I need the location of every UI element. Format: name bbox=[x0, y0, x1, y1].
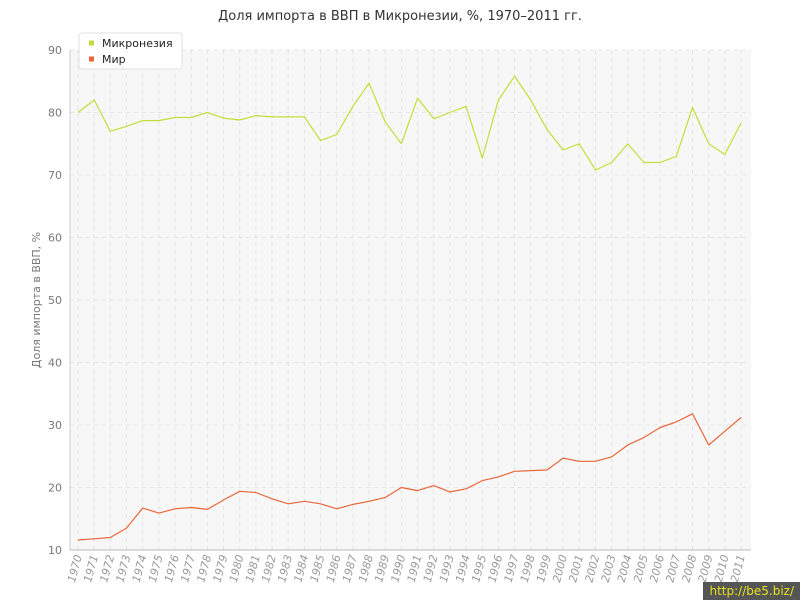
y-tick-label: 80 bbox=[48, 107, 62, 120]
series-lines bbox=[77, 75, 742, 541]
y-tick-label: 20 bbox=[48, 482, 62, 495]
y-tick-label: 50 bbox=[48, 294, 62, 307]
legend-box bbox=[78, 32, 183, 70]
y-tick-label: 70 bbox=[48, 169, 62, 182]
series-line-1 bbox=[77, 75, 742, 171]
y-tick-label: 30 bbox=[48, 419, 62, 432]
site-watermark[interactable]: http://be5.biz/ bbox=[703, 582, 800, 600]
y-tick-label: 60 bbox=[48, 232, 62, 245]
legend-label: Микронезия bbox=[102, 37, 173, 50]
grid-lines bbox=[70, 49, 751, 550]
legend: Микронезия Мир bbox=[78, 32, 183, 70]
y-axis-title: Доля импорта в ВВП, % bbox=[30, 232, 43, 368]
legend-label: Мир bbox=[102, 53, 126, 66]
y-tick-label: 40 bbox=[48, 357, 62, 370]
series-line-2 bbox=[77, 413, 742, 541]
y-tick-label: 10 bbox=[48, 544, 62, 557]
chart-title: Доля импорта в ВВП в Микронезии, %, 1970… bbox=[218, 9, 582, 24]
legend-marker bbox=[89, 56, 94, 62]
y-tick-label: 90 bbox=[48, 44, 62, 57]
legend-marker bbox=[89, 40, 94, 46]
